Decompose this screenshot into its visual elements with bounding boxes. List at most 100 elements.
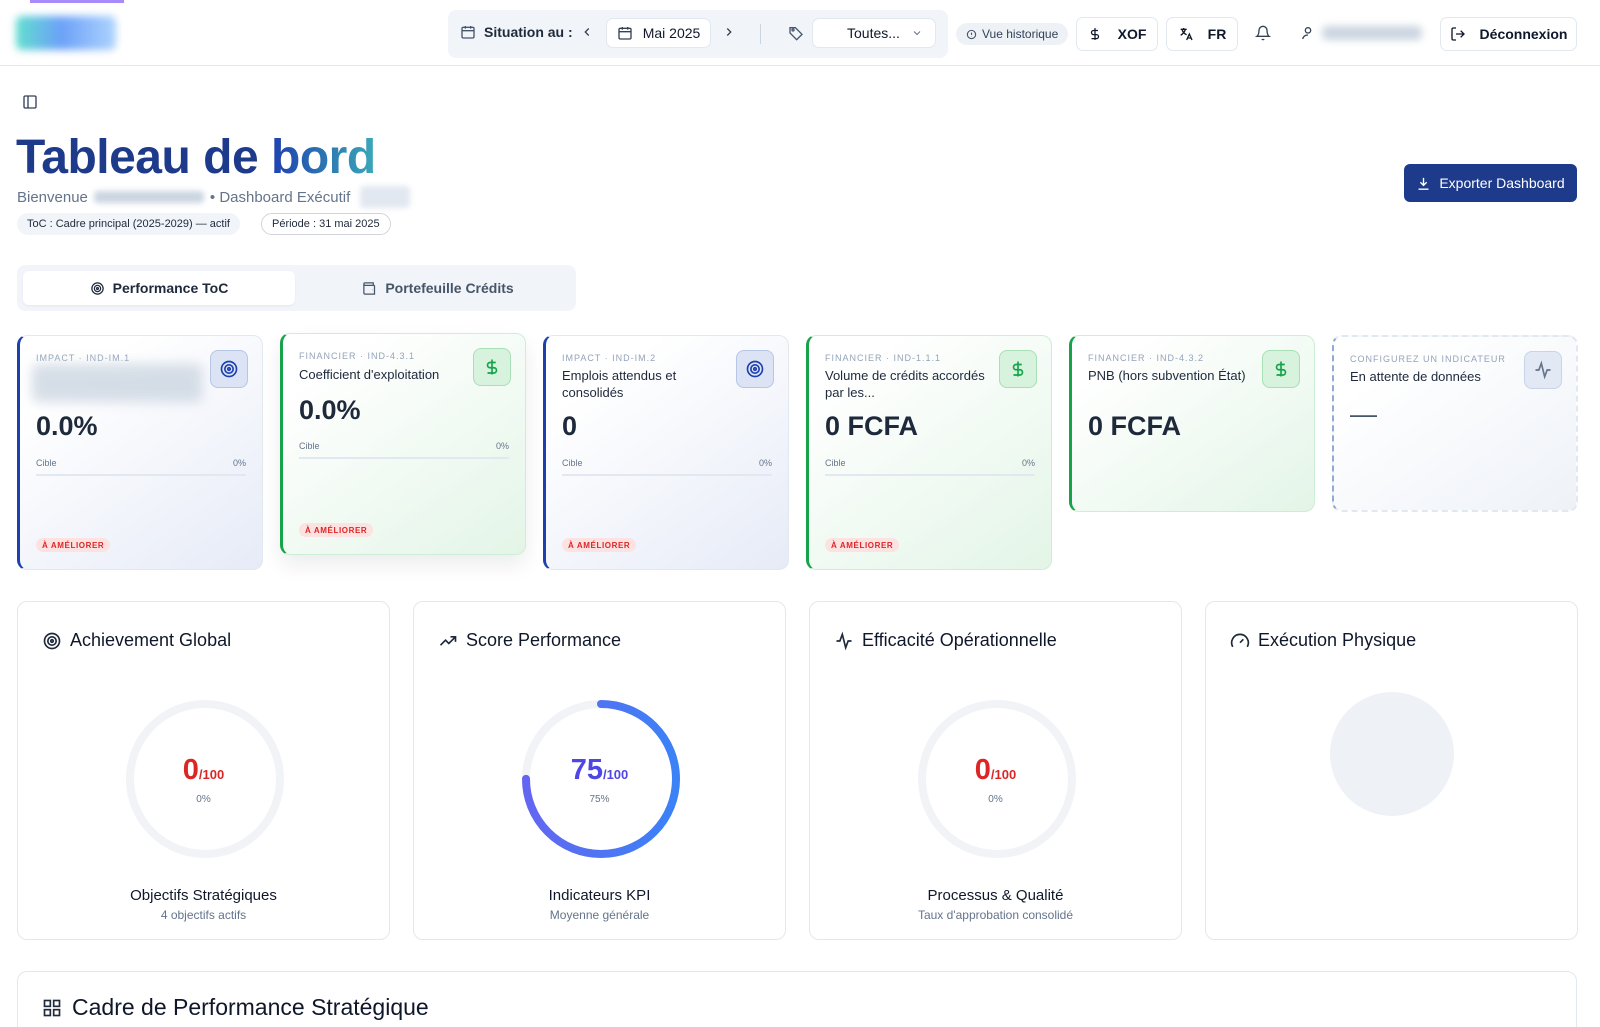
user-name[interactable] — [1322, 26, 1422, 40]
gauge-ring — [126, 700, 284, 858]
kpi-target-label: Cible — [825, 458, 846, 468]
currency-button[interactable]: XOF — [1076, 17, 1158, 51]
bell-icon[interactable] — [1255, 25, 1271, 46]
language-label: FR — [1207, 26, 1227, 42]
gauge-subtext: Moyenne générale — [549, 908, 650, 922]
dollar-icon — [473, 348, 511, 386]
kpi-target-bar — [562, 474, 772, 476]
kpi-value: 0.0% — [36, 411, 98, 441]
kpi-meta: FINANCIER · IND-4.3.1 — [299, 351, 416, 361]
logout-button[interactable]: Déconnexion — [1440, 17, 1577, 51]
sidebar-toggle-button[interactable] — [22, 94, 38, 115]
user-icon[interactable] — [1300, 25, 1316, 46]
info-icon — [966, 29, 977, 40]
kpi-target-value: 0% — [495, 441, 509, 451]
kpi-target-bar — [36, 474, 246, 476]
kpi-value: 0.0% — [299, 395, 361, 425]
kpi-card[interactable]: IMPACT · IND-IM.1 0.0% Cible 0% À AMÉLIOR… — [17, 335, 263, 570]
translate-icon — [1178, 26, 1194, 42]
kpi-target-label: Cible — [36, 458, 57, 468]
gauge-max: /100 — [198, 767, 225, 782]
gauge-number: 75 — [570, 754, 603, 786]
gauge-value: 0/100 — [18, 754, 389, 787]
kpi-label: Coefficient d'exploitation — [299, 367, 440, 382]
gauge-title-text: Exécution Physique — [1258, 630, 1417, 650]
history-view-toggle[interactable]: Vue historique — [956, 23, 1068, 45]
sidebar-icon — [22, 94, 38, 110]
kpi-card[interactable]: FINANCIER · IND-1.1.1 Volume de crédits … — [806, 335, 1052, 570]
view-tabs: Performance ToC Portefeuille Crédits — [17, 265, 576, 311]
top-bar: Situation au : Mai 2025 Toutes... Vue hi… — [0, 0, 1600, 66]
kpi-card[interactable]: FINANCIER · IND-4.3.2 PNB (hors subventi… — [1069, 335, 1315, 512]
prev-month-button[interactable] — [580, 24, 594, 40]
export-dashboard-button[interactable]: Exporter Dashboard — [1404, 164, 1577, 202]
gauge-percent: 0% — [988, 794, 1003, 805]
target-icon — [736, 350, 774, 388]
kpi-meta: IMPACT · IND-IM.1 — [36, 353, 131, 363]
kpi-card[interactable]: FINANCIER · IND-4.3.1 Coefficient d'expl… — [280, 333, 526, 555]
export-dashboard-label: Exporter Dashboard — [1439, 175, 1565, 191]
kpi-card[interactable]: IMPACT · IND-IM.2 Emplois attendus et co… — [543, 335, 789, 570]
chevron-down-icon — [911, 27, 923, 39]
kpi-status-badge: À AMÉLIORER — [825, 538, 900, 552]
kpi-status-badge: À AMÉLIORER — [36, 538, 111, 552]
tab-label: Performance ToC — [112, 280, 229, 296]
category-select[interactable]: Toutes... — [812, 18, 936, 48]
kpi-meta: FINANCIER · IND-1.1.1 — [825, 353, 942, 363]
tag-icon — [788, 25, 804, 41]
section-title-text: Cadre de Performance Stratégique — [72, 994, 429, 1020]
gauge-percent: 75% — [589, 794, 610, 805]
wallet-icon — [362, 281, 377, 296]
dollar-icon — [1262, 350, 1300, 388]
gauge-subtext: 4 objectifs actifs — [160, 908, 247, 922]
gauge-value: 0/100 — [810, 754, 1181, 787]
dollar-icon — [999, 350, 1037, 388]
kpi-label-blurred — [32, 364, 202, 402]
kpi-label: Emplois attendus et consolidés — [562, 368, 677, 400]
gauge-icon — [1230, 631, 1250, 651]
gauge-ring — [918, 700, 1076, 858]
page-subtitle: Bienvenue • Dashboard Exécutif — [17, 186, 411, 208]
gauge-title: Achievement Global — [42, 630, 231, 651]
loading-placeholder — [1330, 692, 1454, 816]
tab-portefeuille-credits[interactable]: Portefeuille Crédits — [307, 271, 569, 305]
gauge-number: 0 — [182, 754, 199, 786]
gauge-title: Efficacité Opérationnelle — [834, 630, 1057, 651]
kpi-meta: IMPACT · IND-IM.2 — [562, 353, 657, 363]
kpi-target-row: Cible 0% — [562, 458, 772, 468]
kpi-label: PNB (hors subvention État) — [1088, 368, 1246, 383]
grid-icon — [42, 998, 62, 1018]
gauge-card-efficiency: Efficacité Opérationnelle 0/100 0% Proce… — [809, 601, 1182, 940]
kpi-target-row: Cible 0% — [825, 458, 1035, 468]
kpi-target-bar — [299, 457, 509, 459]
activity-icon — [834, 631, 854, 651]
kpi-value: 0 — [562, 411, 578, 441]
tab-performance-toc[interactable]: Performance ToC — [23, 271, 295, 305]
month-picker[interactable]: Mai 2025 — [606, 18, 711, 48]
app-logo[interactable] — [16, 16, 116, 50]
gauge-ring — [522, 700, 680, 858]
kpi-label: Volume de crédits accordés par les... — [825, 368, 985, 400]
kpi-target-label: Cible — [299, 441, 320, 451]
toc-chip: ToC : Cadre principal (2025-2029) — acti… — [17, 213, 240, 235]
page-title-part2: bord — [271, 131, 376, 184]
kpi-label: En attente de données — [1350, 369, 1481, 384]
gauge-footer: Processus & Qualité — [927, 887, 1064, 904]
next-month-button[interactable] — [722, 24, 736, 40]
target-icon — [42, 631, 62, 651]
kpi-value: — — [1350, 399, 1377, 429]
kpi-card-empty[interactable]: CONFIGUREZ UN INDICATEUR En attente de d… — [1332, 335, 1578, 512]
chevron-left-icon — [580, 24, 594, 40]
language-button[interactable]: FR — [1166, 17, 1238, 51]
kpi-value: 0 FCFA — [1088, 411, 1182, 441]
gauge-max: /100 — [990, 767, 1017, 782]
download-icon — [1416, 176, 1431, 191]
period-toolbar: Situation au : Mai 2025 Toutes... — [448, 10, 948, 58]
currency-label: XOF — [1117, 26, 1147, 42]
gauge-track — [918, 700, 1076, 858]
target-icon — [90, 281, 105, 296]
gauge-card-execution: Exécution Physique — [1205, 601, 1578, 940]
gauge-footer: Indicateurs KPI — [548, 887, 651, 904]
gauge-title-text: Score Performance — [466, 630, 622, 650]
kpi-target-value: 0% — [1021, 458, 1035, 468]
